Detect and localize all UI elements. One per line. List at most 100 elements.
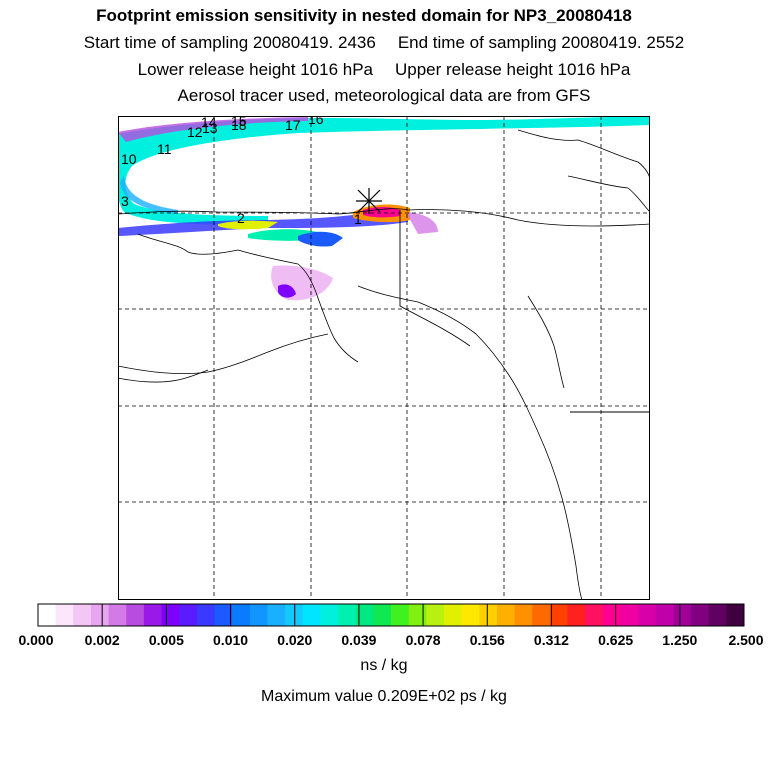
sampling-times: Start time of sampling 20080419. 2436 End… — [0, 33, 768, 53]
map-frame — [118, 116, 650, 600]
traj-label: 16 — [308, 116, 324, 127]
colorbar-swatch — [338, 604, 357, 626]
map-background — [118, 116, 650, 600]
colorbar-swatch — [514, 604, 533, 626]
colorbar-swatch — [55, 604, 74, 626]
tracer-info: Aerosol tracer used, meteorological data… — [177, 86, 591, 105]
end-time: End time of sampling 20080419. 2552 — [397, 33, 685, 52]
colorbar-swatch — [232, 604, 251, 626]
colorbar-swatch — [426, 604, 445, 626]
traj-label: 17 — [285, 117, 301, 133]
traj-label: 15 — [231, 116, 247, 129]
release-heights: Lower release height 1016 hPa Upper relea… — [0, 60, 768, 80]
colorbar-tick-label: 0.078 — [406, 632, 441, 648]
colorbar-tick-label: 0.039 — [341, 632, 376, 648]
trajectory-labels: 1 2 3 10 11 12 13 14 15 16 17 18 — [121, 116, 362, 227]
west-coast — [137, 233, 359, 363]
traj-label: 12 — [187, 124, 203, 140]
colorbar-swatch — [285, 604, 304, 626]
footprint-plume — [118, 116, 650, 301]
colorbar-swatch — [532, 604, 551, 626]
colorbar-swatch — [126, 604, 145, 626]
colorbar-swatch — [179, 604, 198, 626]
start-time: Start time of sampling 20080419. 2436 — [83, 33, 376, 52]
colorbar-swatch — [90, 604, 109, 626]
colorbar-swatch — [549, 604, 568, 626]
colorbar-swatch — [620, 604, 639, 626]
north-coast — [118, 208, 650, 227]
colorbar-swatch — [602, 604, 621, 626]
pacific-coast — [357, 285, 583, 600]
colorbar-tick-label: 0.010 — [213, 632, 248, 648]
colorbar-tick-label: 0.156 — [470, 632, 505, 648]
plume-band-inner — [120, 176, 178, 214]
colorbar-swatch — [143, 604, 162, 626]
figure-title: Footprint emission sensitivity in nested… — [96, 6, 632, 25]
colorbar-swatch — [355, 604, 374, 626]
colorbar-swatch — [673, 604, 692, 626]
colorbar-tick-label: 0.005 — [149, 632, 184, 648]
map-panel: 1 2 3 10 11 12 13 14 15 16 17 18 — [118, 116, 650, 600]
lower-release-height: Lower release height 1016 hPa — [137, 60, 373, 79]
traj-label: 3 — [121, 193, 129, 209]
colorbar-swatches — [38, 604, 745, 626]
colorbar-tick-label: 0.625 — [598, 632, 633, 648]
colorbar-tick-label: 1.250 — [662, 632, 697, 648]
inland-passage — [527, 295, 565, 389]
colorbar-swatch — [38, 604, 57, 626]
colorbar: 0.000 0.002 0.005 0.010 0.020 0.039 0.078 0.156… — [18, 603, 764, 648]
traj-label: 14 — [201, 116, 217, 130]
plume-blue-patch — [298, 231, 343, 247]
plume-yellow-patch — [218, 220, 278, 230]
traj-label: 18 — [231, 117, 247, 133]
colorbar-swatch — [726, 604, 745, 626]
plume-east-patch — [408, 212, 438, 234]
colorbar-swatch — [249, 604, 268, 626]
maximum-value: Maximum value 0.209E+02 ps / kg — [261, 688, 507, 705]
colorbar-swatch — [585, 604, 604, 626]
colorbar-swatch — [443, 604, 462, 626]
lat-lon-grid — [118, 116, 650, 600]
traj-label: 10 — [121, 151, 137, 167]
colorbar-swatch — [655, 604, 674, 626]
colorbar-swatch — [708, 604, 727, 626]
arctic-islands-2 — [567, 175, 650, 213]
colorbar-frame — [37, 603, 745, 627]
colorbar-swatch — [479, 604, 498, 626]
colorbar-tick-label: 0.020 — [277, 632, 312, 648]
colorbar-swatch — [567, 604, 586, 626]
release-point-marker — [356, 188, 382, 214]
colorbar-swatch — [320, 604, 339, 626]
alaska-canada-border — [399, 210, 471, 347]
colorbar-swatch — [196, 604, 215, 626]
colorbar-swatch — [691, 604, 710, 626]
colorbar-swatch — [373, 604, 392, 626]
colorbar-tick-label: 0.312 — [534, 632, 569, 648]
coastlines — [118, 129, 650, 600]
plume-max-core — [363, 207, 400, 218]
plume-band-edge — [118, 117, 308, 142]
colorbar-swatch — [638, 604, 657, 626]
traj-label: 1 — [354, 211, 362, 227]
colorbar-swatch — [108, 604, 127, 626]
aleutian-chain-2 — [118, 369, 209, 383]
colorbar-dividers — [101, 604, 681, 626]
colorbar-swatch — [496, 604, 515, 626]
colorbar-swatch — [73, 604, 92, 626]
aleutian-chain — [118, 333, 329, 375]
colorbar-tick-label: 0.000 — [18, 632, 53, 648]
colorbar-swatch — [302, 604, 321, 626]
traj-label: 11 — [157, 141, 172, 157]
colorbar-tick-labels: 0.000 0.002 0.005 0.010 0.020 0.039 0.078 0.156… — [18, 632, 763, 648]
plume-south-core — [278, 284, 296, 298]
colorbar-swatch — [161, 604, 180, 626]
colorbar-tick-label: 2.500 — [728, 632, 763, 648]
colorbar-tick-label: 0.002 — [85, 632, 120, 648]
colorbar-swatch — [461, 604, 480, 626]
colorbar-swatch — [267, 604, 286, 626]
traj-label: 2 — [237, 210, 245, 226]
colorbar-swatch — [408, 604, 427, 626]
arctic-islands — [517, 129, 650, 181]
borders — [399, 210, 650, 413]
traj-label: 13 — [202, 120, 218, 136]
